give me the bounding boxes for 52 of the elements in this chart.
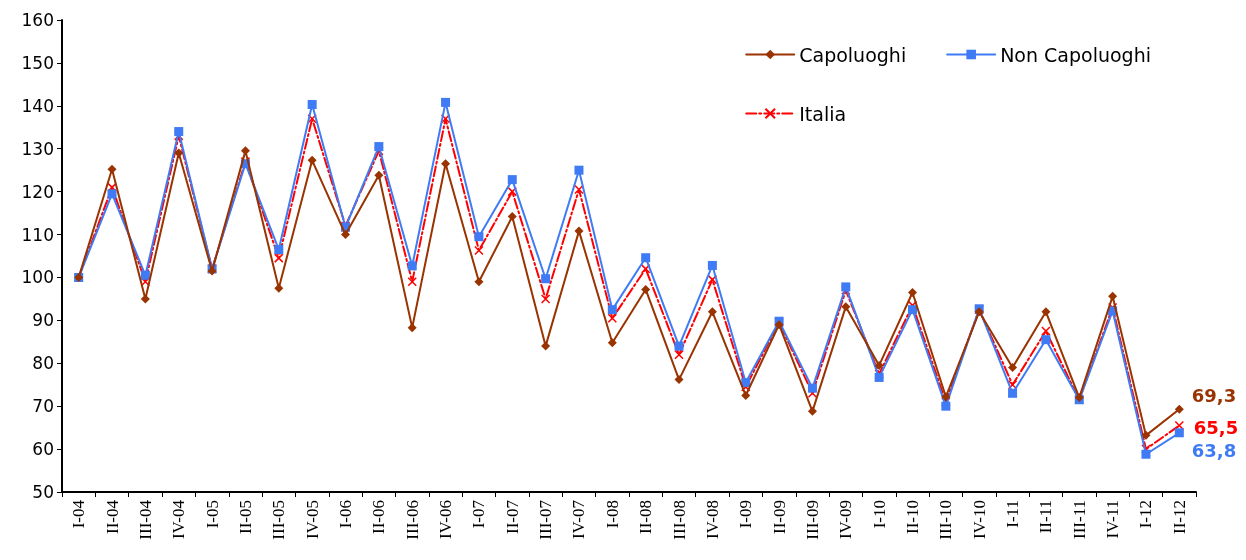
x-tick-label: I-08 (602, 500, 622, 529)
x-tick-label: III-04 (135, 499, 155, 540)
x-tick-label: I-04 (69, 499, 89, 529)
y-tick-label: 90 (32, 310, 54, 331)
y-tick-label: 160 (21, 10, 54, 30)
x-tick-label: III-05 (269, 500, 289, 540)
x-tick-label: I-09 (736, 500, 756, 529)
y-tick-label: 50 (32, 482, 54, 502)
data-label: 65,5 (1193, 416, 1239, 438)
data-label: 69,3 (1191, 384, 1237, 406)
x-tick-label: I-07 (469, 499, 489, 529)
x-tick-label: III-08 (669, 500, 689, 540)
x-tick-label: I-12 (1136, 500, 1156, 529)
x-tick-label: I-11 (1003, 500, 1023, 528)
y-tick-label: 110 (21, 224, 54, 245)
x-tick-label: I-06 (336, 500, 355, 529)
x-tick-label: IV-11 (1103, 500, 1123, 539)
x-tick-label: IV-04 (169, 499, 189, 540)
y-tick-label: 120 (21, 181, 54, 202)
x-tick-label: III-09 (802, 500, 822, 540)
x-tick-label: II-12 (1169, 500, 1189, 534)
x-tick-label: III-11 (1069, 500, 1089, 540)
x-tick-label: II-11 (1036, 500, 1056, 534)
x-tick-label: IV-06 (436, 500, 456, 540)
y-tick-label: 100 (21, 267, 54, 288)
x-tick-label: II-08 (636, 500, 656, 534)
x-tick-label: IV-09 (836, 500, 856, 540)
x-tick-label: II-09 (769, 500, 789, 534)
y-tick-label: 140 (21, 95, 54, 116)
y-tick-label: 130 (21, 138, 54, 159)
x-tick-label: II-04 (102, 499, 122, 534)
x-tick-label: II-07 (502, 499, 522, 534)
y-tick-label: 150 (21, 52, 54, 73)
y-tick-label: 70 (32, 396, 54, 417)
y-tick-label: 80 (32, 353, 54, 374)
x-tick-label: II-05 (235, 500, 255, 534)
legend-label: Italia (799, 102, 847, 125)
x-tick-label: IV-10 (969, 500, 989, 540)
x-tick-label: II-06 (369, 500, 389, 534)
legend-label: Capoluoghi (799, 43, 907, 66)
x-tick-label: II-10 (903, 500, 922, 534)
legend-label: Non Capoluoghi (1000, 43, 1151, 66)
x-tick-label: III-07 (536, 499, 556, 540)
x-tick-label: III-06 (402, 500, 422, 540)
x-tick-label: IV-05 (302, 500, 322, 540)
y-tick-label: 60 (32, 439, 54, 460)
data-label: 63,8 (1191, 440, 1237, 462)
x-tick-label: IV-07 (569, 499, 589, 540)
x-tick-label: I-05 (202, 500, 222, 529)
x-tick-label: III-10 (936, 500, 956, 540)
x-tick-label: IV-08 (702, 500, 722, 540)
x-tick-label: I-10 (869, 500, 889, 529)
